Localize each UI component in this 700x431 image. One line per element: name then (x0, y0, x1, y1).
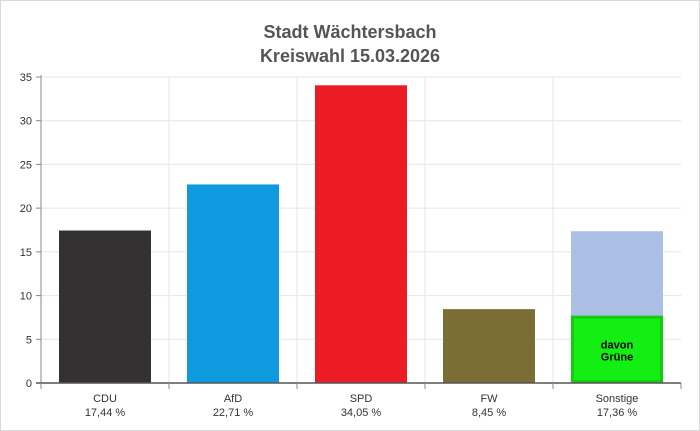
chart-title: Stadt Wächtersbach (263, 22, 437, 42)
category-label: AfD (224, 393, 242, 405)
y-tick-label: 0 (26, 378, 32, 390)
value-label: 22,71 % (213, 407, 254, 419)
sub-bar-label: Grüne (601, 352, 633, 364)
chart-title-block: Stadt Wächtersbach Kreiswahl 15.03.2026 (0, 20, 700, 68)
sub-bar-gruene (571, 315, 663, 383)
value-label: 17,36 % (597, 407, 638, 419)
category-label: CDU (93, 393, 117, 405)
y-tick-label: 15 (20, 247, 32, 259)
y-tick-label: 10 (20, 291, 32, 303)
category-label: FW (480, 393, 498, 405)
y-tick-label: 5 (26, 334, 32, 346)
y-tick-label: 35 (20, 72, 32, 84)
bar-fw (443, 309, 535, 383)
category-label: SPD (350, 393, 373, 405)
bar-cdu (59, 230, 151, 383)
sub-bar-label: davon (601, 340, 634, 352)
y-tick-label: 20 (20, 203, 32, 215)
value-label: 8,45 % (472, 407, 506, 419)
y-tick-label: 25 (20, 159, 32, 171)
bar-afd (187, 184, 279, 383)
category-label: Sonstige (596, 393, 639, 405)
chart-subtitle: Kreiswahl 15.03.2026 (259, 46, 441, 66)
value-label: 17,44 % (85, 407, 126, 419)
y-tick-label: 30 (20, 116, 32, 128)
value-label: 34,05 % (341, 407, 382, 419)
bar-spd (315, 85, 407, 383)
